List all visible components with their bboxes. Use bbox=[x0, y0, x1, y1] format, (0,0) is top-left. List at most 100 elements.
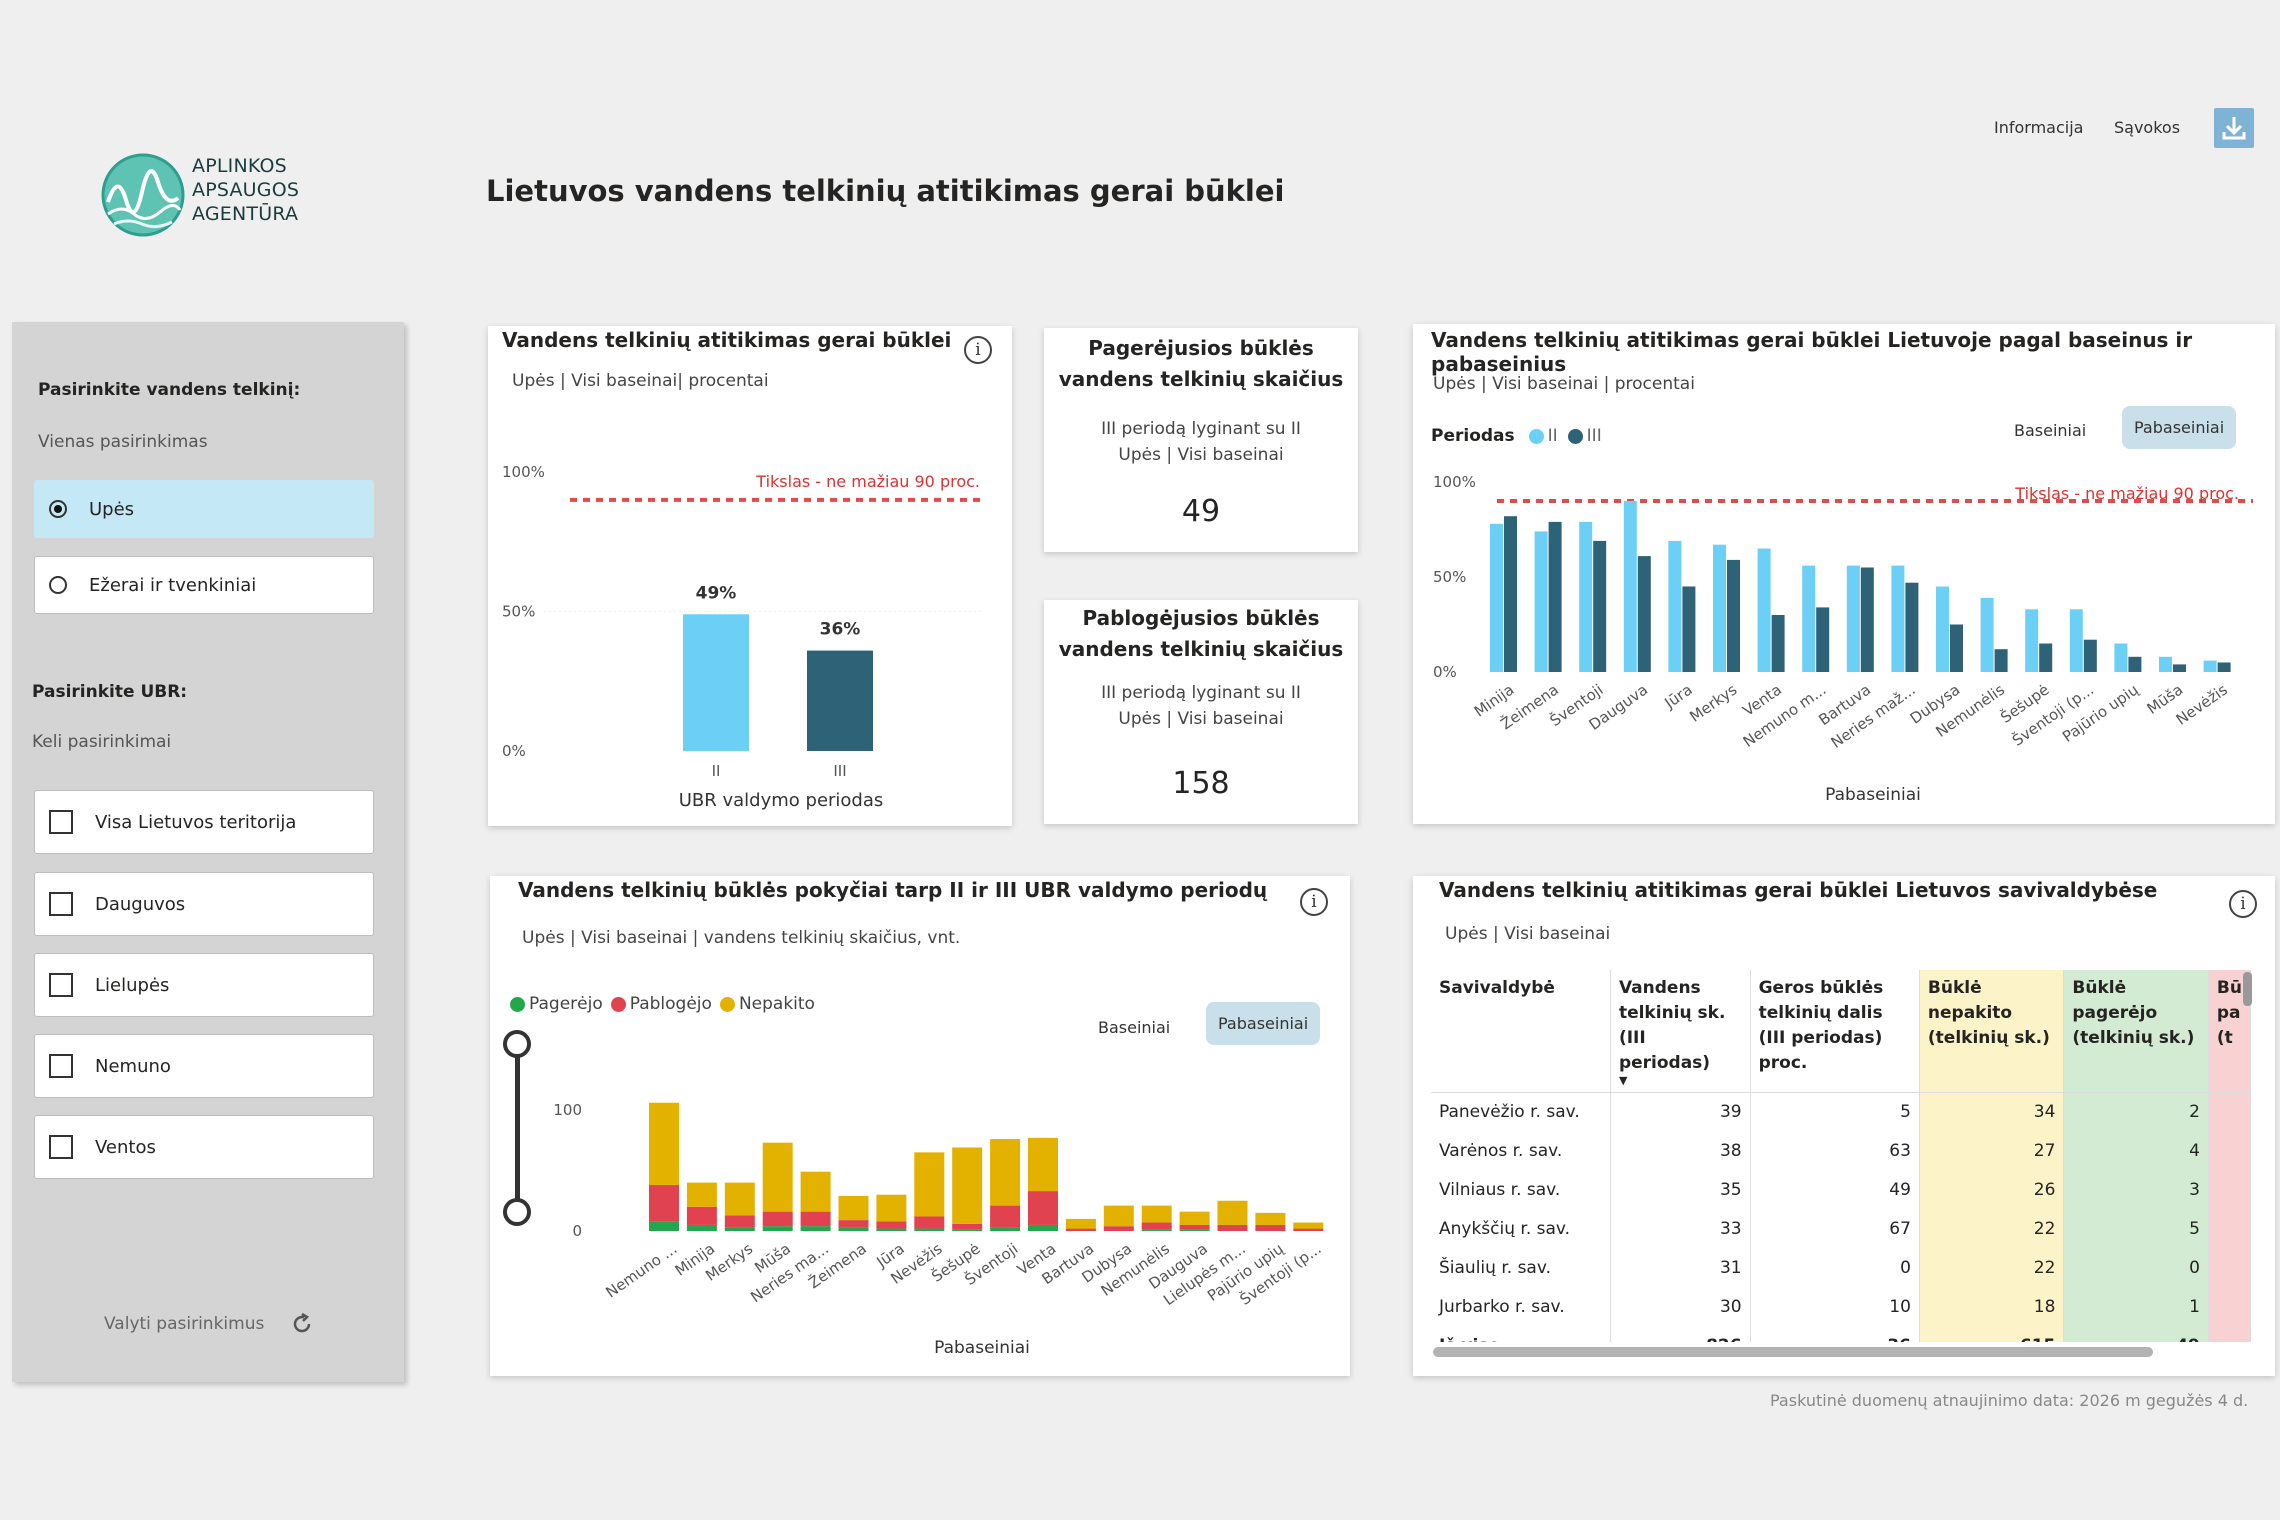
info-icon[interactable]: i bbox=[1300, 888, 1328, 916]
table-row[interactable]: Vilniaus r. sav. 35 49 26 3 bbox=[1431, 1170, 2251, 1210]
bar-nepakito-Šešupė bbox=[952, 1147, 983, 1224]
table-scroll-area[interactable]: Savivaldybė Vandens telkinių sk. (III pe… bbox=[1431, 970, 2251, 1342]
bar-iii-Nemuno m... bbox=[1816, 607, 1830, 672]
logo-line-1: APLINKOS bbox=[192, 155, 287, 177]
bar-ii-Nevėžis bbox=[2203, 660, 2217, 672]
bar-nepakito-Dauguva bbox=[1179, 1211, 1210, 1225]
info-link[interactable]: Informacija bbox=[1994, 118, 2084, 137]
info-icon[interactable]: i bbox=[964, 336, 992, 364]
legend: Periodas II III bbox=[1431, 426, 1602, 446]
bar-iii-Bartuva bbox=[1860, 567, 1874, 672]
table-total-row[interactable]: Iš viso8263661549 bbox=[1431, 1326, 2251, 1342]
range-slider[interactable] bbox=[500, 1030, 534, 1226]
legend-swatch-improved-icon bbox=[510, 996, 525, 1012]
bar-pagerėjo-Neries ma... bbox=[800, 1226, 831, 1231]
option-visa-lietuvos-teritorija[interactable]: Visa Lietuvos teritorija bbox=[34, 790, 374, 854]
download-button[interactable] bbox=[2214, 108, 2254, 148]
table-cell: Iš viso bbox=[1431, 1326, 1611, 1342]
toggle-baseinai[interactable]: Baseiniai bbox=[1098, 1018, 1171, 1037]
toggle-pabaseiniai[interactable]: Pabaseiniai bbox=[1206, 1002, 1321, 1045]
bar-ii-Pajūrio upių bbox=[2114, 643, 2128, 672]
subbasin-bar-chart: 0%50%100%Tikslas - ne mažiau 90 proc.Min… bbox=[1433, 473, 2253, 805]
ubr-filter-mode: Keli pasirinkimai bbox=[32, 732, 172, 752]
table-cell: Anykščių r. sav. bbox=[1431, 1209, 1611, 1249]
vertical-scrollbar[interactable] bbox=[2243, 972, 2252, 1006]
bar-iii-Šventoji bbox=[1593, 540, 1607, 672]
slider-handle-bottom[interactable] bbox=[503, 1198, 531, 1226]
y-tick-label: 100% bbox=[1433, 473, 1476, 491]
reset-filters-button[interactable]: Valyti pasirinkimus bbox=[104, 1312, 314, 1336]
bar-iii-Minija bbox=[1504, 516, 1517, 672]
radio-unchecked-icon bbox=[49, 576, 67, 594]
col-pagerejo[interactable]: Būklė pagerėjo (telkinių sk.) bbox=[2063, 970, 2209, 1093]
bar-pablogėjo-Dubysa bbox=[1103, 1226, 1134, 1231]
checkbox-icon bbox=[49, 1054, 73, 1078]
horizontal-scrollbar[interactable] bbox=[1433, 1347, 2153, 1357]
kpi-sub-line2: Upės | Visi baseinai bbox=[1118, 709, 1284, 729]
bar-ii-Šventoji (p... bbox=[2069, 609, 2083, 672]
kpi-title-line1: Pablogėjusios būklės bbox=[1082, 606, 1320, 630]
status-changes-card: Vandens telkinių būklės pokyčiai tarp II… bbox=[490, 876, 1350, 1376]
option-lielupes[interactable]: Lielupės bbox=[34, 953, 374, 1017]
table-row[interactable]: Varėnos r. sav. 38 63 27 4 bbox=[1431, 1131, 2251, 1171]
y-tick-label: 100% bbox=[502, 463, 545, 481]
bar-pagerėjo-Merkys bbox=[724, 1227, 755, 1231]
option-upes[interactable]: Upės bbox=[34, 480, 374, 538]
x-axis-label: Pabaseiniai bbox=[1825, 785, 1921, 805]
table-cell: 1 bbox=[2063, 1287, 2209, 1327]
option-ezerai[interactable]: Ežerai ir tvenkiniai bbox=[34, 556, 374, 614]
table-row[interactable]: Anykščių r. sav. 33 67 22 5 bbox=[1431, 1209, 2251, 1249]
table-cell bbox=[2208, 1170, 2251, 1210]
table-row[interactable]: Šiaulių r. sav. 31 0 22 0 bbox=[1431, 1248, 2251, 1288]
bar-III bbox=[807, 650, 873, 751]
option-ventos[interactable]: Ventos bbox=[34, 1115, 374, 1179]
bar-pablogėjo-Venta bbox=[1028, 1191, 1058, 1225]
col-savivaldybe[interactable]: Savivaldybė bbox=[1431, 970, 1611, 1093]
col-telkiniu-sk[interactable]: Vandens telkinių sk. (III periodas) ▼ bbox=[1610, 970, 1751, 1093]
bar-nepakito-Bartuva bbox=[1065, 1218, 1096, 1229]
col-geros-bukles-dalis[interactable]: Geros būklės telkinių dalis (III perioda… bbox=[1750, 970, 1920, 1093]
option-dauguvos[interactable]: Dauguvos bbox=[34, 872, 374, 936]
kpi-sub-line1: III periodą lyginant su II bbox=[1101, 419, 1301, 439]
logo: APLINKOS APSAUGOS AGENTŪRA bbox=[100, 148, 320, 238]
bar-ii-Mūša bbox=[2159, 656, 2172, 672]
legend-swatch-iii-icon bbox=[1567, 428, 1583, 444]
col-nepakito[interactable]: Būklė nepakito (telkinių sk.) bbox=[1919, 970, 2065, 1093]
table-row[interactable]: Panevėžio r. sav. 39 5 34 2 bbox=[1431, 1092, 2251, 1132]
option-label: Nemuno bbox=[95, 1055, 171, 1077]
terms-link[interactable]: Sąvokos bbox=[2114, 118, 2181, 137]
municipality-table: Savivaldybė Vandens telkinių sk. (III pe… bbox=[1431, 970, 2251, 1342]
bar-iii-Šventoji (p... bbox=[2083, 639, 2097, 672]
bar-iii-Jūra bbox=[1682, 586, 1696, 672]
bar-iii-Neries maž... bbox=[1905, 582, 1919, 672]
bar-ii-Bartuva bbox=[1846, 565, 1860, 672]
table-row[interactable]: Jurbarko r. sav. 30 10 18 1 bbox=[1431, 1287, 2251, 1327]
option-label: Ežerai ir tvenkiniai bbox=[89, 574, 257, 596]
kpi-value: 158 bbox=[1172, 766, 1230, 801]
option-nemuno[interactable]: Nemuno bbox=[34, 1034, 374, 1098]
legend: Pagerėjo Pablogėjo Nepakito bbox=[510, 994, 815, 1014]
table-cell: 10 bbox=[1750, 1287, 1920, 1327]
table-cell: 4 bbox=[2063, 1131, 2209, 1171]
filter-sidebar: Pasirinkite vandens telkinį: Vienas pasi… bbox=[12, 322, 404, 1382]
toggle-pabaseiniai[interactable]: Pabaseiniai bbox=[2122, 406, 2237, 449]
page-title: Lietuvos vandens telkinių atitikimas ger… bbox=[486, 174, 1285, 208]
bar-pagerėjo-Nevėžis bbox=[914, 1228, 945, 1231]
bar-ii-Nemuno m... bbox=[1802, 565, 1816, 672]
bar-nepakito-Nemunėlis bbox=[1141, 1205, 1172, 1223]
info-icon[interactable]: i bbox=[2229, 890, 2257, 918]
table-cell: 38 bbox=[1610, 1131, 1751, 1171]
bar-pagerėjo-Šešupė bbox=[952, 1229, 983, 1231]
option-label: Dauguvos bbox=[95, 893, 186, 915]
slider-handle-top[interactable] bbox=[503, 1030, 531, 1058]
period-bar-chart: 0% 50% 100% Tikslas - ne mažiau 90 proc. 49%… bbox=[502, 463, 982, 811]
bar-pablogėjo-Mūša bbox=[762, 1211, 793, 1227]
bar-iii-Merkys bbox=[1727, 559, 1740, 672]
legend-label-ii: II bbox=[1547, 426, 1558, 446]
bar-nepakito-Nemuno ... bbox=[649, 1102, 679, 1186]
bar-iii-Pajūrio upių bbox=[2128, 656, 2142, 672]
bar-ii-Žeimena bbox=[1534, 531, 1548, 672]
table-cell: 35 bbox=[1610, 1170, 1751, 1210]
bar-nepakito-Mūša bbox=[762, 1142, 793, 1212]
toggle-baseinai[interactable]: Baseiniai bbox=[2014, 421, 2087, 440]
